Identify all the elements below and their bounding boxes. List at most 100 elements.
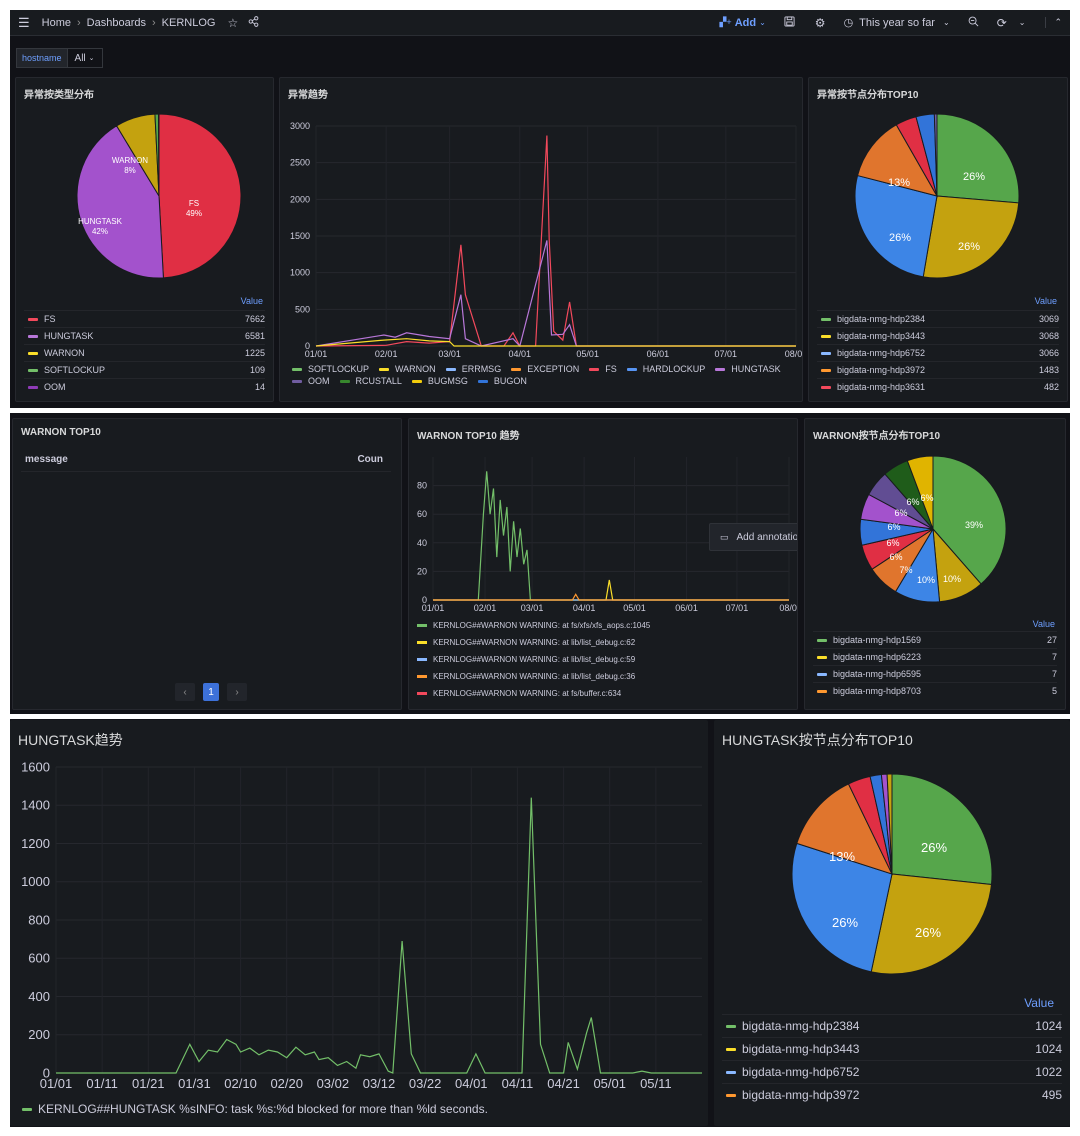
slice-label: 13% bbox=[829, 849, 855, 864]
value-header: Value bbox=[240, 296, 263, 306]
pie-slice[interactable] bbox=[158, 113, 242, 279]
trend-legend: SOFTLOCKUP WARNON ERRMSG EXCEPTION FS HARDLOC… bbox=[292, 364, 792, 386]
panel-title: WARNON TOP10 趋势 bbox=[417, 431, 520, 442]
zoom-out-icon[interactable] bbox=[968, 16, 979, 30]
legend-item[interactable]: EXCEPTION bbox=[511, 364, 579, 374]
slice-label: WARNON bbox=[112, 156, 148, 165]
legend-item[interactable]: KERNLOG##WARNON WARNING: at lib/list_deb… bbox=[417, 668, 789, 685]
legend-item[interactable]: KERNLOG##WARNON WARNING: at fs/buffer.c:… bbox=[417, 685, 789, 702]
legend-item[interactable]: OOM bbox=[292, 376, 330, 386]
panel-warnon-pie: WARNON按节点分布TOP10 39% 10% 10% 7% 6% 6% 6%… bbox=[804, 418, 1066, 710]
legend-item[interactable]: BUGON bbox=[477, 376, 527, 386]
pie-slice[interactable] bbox=[886, 773, 893, 875]
legend-item[interactable]: KERNLOG##WARNON WARNING: at fs/xfs/xfs_a… bbox=[417, 617, 789, 634]
breadcrumb-dashboard-name: KERNLOG bbox=[161, 16, 216, 29]
legend-item[interactable]: bigdata-nmg-hdp3972 1483 bbox=[817, 361, 1059, 378]
slice-label: 13% bbox=[888, 177, 910, 189]
pie-slice[interactable] bbox=[856, 124, 939, 197]
pie-slice[interactable] bbox=[854, 174, 938, 278]
legend-item[interactable]: bigdata-nmg-hdp2384 3069 bbox=[817, 310, 1059, 327]
column-header-count[interactable]: Coun bbox=[357, 453, 383, 465]
menu-icon[interactable]: ☰ bbox=[18, 14, 30, 30]
y-tick-label: 2500 bbox=[290, 158, 310, 168]
legend-item[interactable]: HUNGTASK bbox=[715, 364, 781, 374]
x-tick-label: 04/21 bbox=[547, 1076, 580, 1091]
star-icon[interactable]: ☆ bbox=[227, 15, 239, 30]
legend-item[interactable]: FS 7662 bbox=[24, 310, 265, 327]
refresh-icon[interactable]: ⟳ bbox=[996, 15, 1007, 30]
legend-item[interactable]: bigdata-nmg-hdp6595 7 bbox=[813, 665, 1057, 682]
slice-label: 6% bbox=[894, 508, 907, 518]
legend-item[interactable]: KERNLOG##WARNON WARNING: at lib/list_deb… bbox=[417, 651, 789, 668]
y-tick-label: 40 bbox=[417, 538, 427, 548]
refresh-interval-chevron-icon[interactable]: ⌄ bbox=[1018, 18, 1026, 27]
pie-slice[interactable] bbox=[936, 113, 1020, 204]
time-range-picker[interactable]: ◷ This year so far ⌄ bbox=[843, 16, 950, 30]
legend-item[interactable]: OOM 14 bbox=[24, 378, 265, 395]
legend-label: FS bbox=[44, 314, 56, 324]
pie-slice[interactable] bbox=[76, 125, 164, 279]
breadcrumb-dashboards[interactable]: Dashboards bbox=[86, 16, 146, 29]
legend-item[interactable]: bigdata-nmg-hdp3443 1024 bbox=[722, 1037, 1062, 1060]
legend-item[interactable]: KERNLOG##WARNON WARNING: at lib/list_deb… bbox=[417, 634, 789, 651]
legend-item[interactable]: SOFTLOCKUP bbox=[292, 364, 369, 374]
x-tick-label: 08/0' bbox=[779, 603, 798, 613]
legend-item[interactable]: WARNON bbox=[379, 364, 436, 374]
legend-item[interactable]: bigdata-nmg-hdp3972 495 bbox=[722, 1083, 1062, 1106]
legend-item[interactable]: RCUSTALL bbox=[339, 376, 402, 386]
legend-item[interactable]: bigdata-nmg-hdp6223 7 bbox=[813, 648, 1057, 665]
collapse-icon[interactable]: ⌃ bbox=[1045, 17, 1062, 28]
legend-label: bigdata-nmg-hdp8703 bbox=[833, 686, 922, 696]
pie-slice[interactable] bbox=[796, 783, 893, 875]
save-icon[interactable] bbox=[784, 15, 795, 30]
legend-item[interactable]: HUNGTASK 6581 bbox=[24, 327, 265, 344]
legend-item[interactable]: bigdata-nmg-hdp8703 5 bbox=[813, 682, 1057, 699]
legend-item[interactable]: BUGMSG bbox=[411, 376, 468, 386]
gear-icon[interactable]: ⚙ bbox=[814, 15, 826, 30]
pie-slice[interactable] bbox=[922, 195, 1020, 279]
legend-item[interactable]: HARDLOCKUP bbox=[626, 364, 705, 374]
y-tick-label: 1400 bbox=[21, 798, 50, 813]
pie-slice[interactable] bbox=[906, 455, 934, 530]
legend-item[interactable]: bigdata-nmg-hdp3443 3068 bbox=[817, 327, 1059, 344]
pie-chart: 26% 26% 26% 13% bbox=[854, 113, 1020, 279]
slice-label: 49% bbox=[186, 209, 202, 218]
panel-warnon-table: WARNON TOP10 message Coun ‹ 1 › bbox=[12, 418, 402, 710]
legend-item[interactable]: KERNLOG##HUNGTASK %sINFO: task %s:%d blo… bbox=[22, 1102, 488, 1116]
x-tick-label: 07/01 bbox=[715, 349, 738, 358]
legend-item[interactable]: bigdata-nmg-hdp6752 1022 bbox=[722, 1060, 1062, 1083]
legend-label: KERNLOG##WARNON WARNING: at lib/list_deb… bbox=[433, 655, 636, 664]
pie-slice[interactable] bbox=[791, 842, 893, 973]
page-1-button[interactable]: 1 bbox=[203, 683, 219, 701]
pie-slice[interactable] bbox=[870, 873, 993, 975]
add-button[interactable]: ▞+ Add ⌄ bbox=[719, 16, 766, 29]
legend-item[interactable]: bigdata-nmg-hdp6752 3066 bbox=[817, 344, 1059, 361]
legend-item[interactable]: FS bbox=[589, 364, 617, 374]
breadcrumb-home[interactable]: Home bbox=[41, 16, 71, 29]
legend-item[interactable]: SOFTLOCKUP 109 bbox=[24, 361, 265, 378]
legend-item[interactable]: bigdata-nmg-hdp2384 1024 bbox=[722, 1014, 1062, 1037]
legend-label: bigdata-nmg-hdp1569 bbox=[833, 635, 922, 645]
y-tick-label: 800 bbox=[28, 912, 50, 927]
add-panel-icon: ▞+ bbox=[719, 17, 732, 27]
legend-item[interactable]: bigdata-nmg-hdp1569 27 bbox=[813, 631, 1057, 648]
legend-item[interactable]: ERRMSG bbox=[445, 364, 501, 374]
add-annotation-item[interactable]: Add annotation bbox=[736, 531, 798, 543]
next-page-button[interactable]: › bbox=[227, 683, 247, 701]
legend-swatch bbox=[821, 351, 831, 355]
legend-item[interactable]: WARNON 1225 bbox=[24, 344, 265, 361]
pie-slice[interactable] bbox=[933, 113, 938, 197]
legend-label: OOM bbox=[308, 376, 330, 386]
column-header-message[interactable]: message bbox=[25, 453, 68, 465]
pie-slice[interactable] bbox=[932, 455, 1007, 585]
legend-swatch bbox=[339, 379, 350, 383]
share-icon[interactable] bbox=[248, 15, 259, 30]
x-tick-label: 01/01 bbox=[422, 603, 445, 613]
legend-value: 1024 bbox=[1035, 1042, 1062, 1056]
prev-page-button[interactable]: ‹ bbox=[175, 683, 195, 701]
pie-slice[interactable] bbox=[891, 773, 993, 886]
y-tick-label: 0 bbox=[305, 341, 310, 351]
variable-select[interactable]: All ⌄ bbox=[67, 48, 103, 68]
slice-label: 10% bbox=[917, 575, 935, 585]
legend-item[interactable]: bigdata-nmg-hdp3631 482 bbox=[817, 378, 1059, 395]
